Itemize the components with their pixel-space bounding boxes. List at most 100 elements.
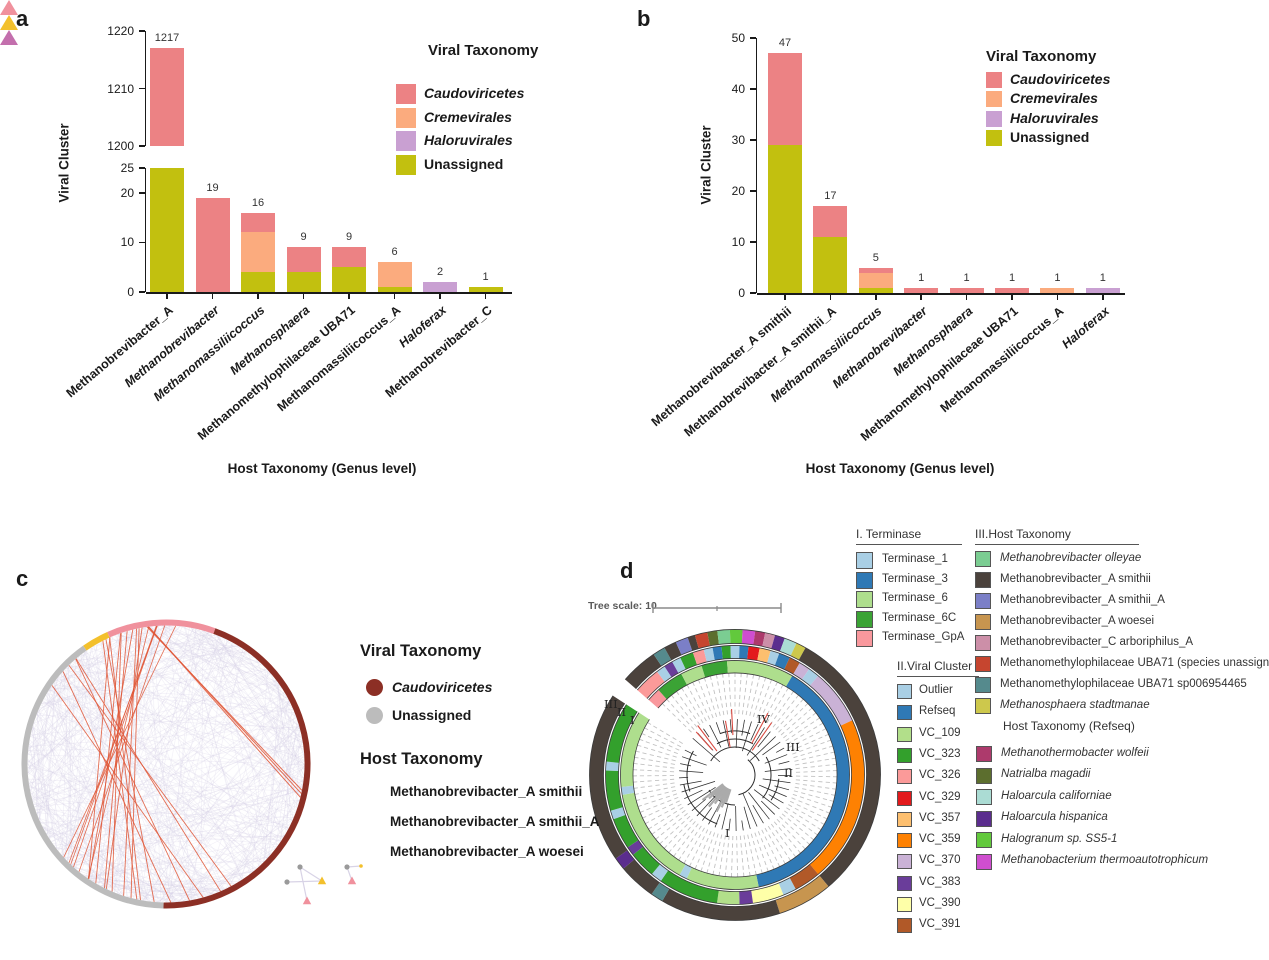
viral-cluster-ring-segment <box>610 807 626 820</box>
chart-b-bar-value: 1 <box>1054 271 1061 284</box>
clade-label: III <box>786 740 800 754</box>
host-taxonomy-ring-segment <box>753 630 766 647</box>
alignment-stub <box>719 787 729 801</box>
chart-b-bar-segment <box>813 206 848 237</box>
host-taxonomy-ring-segment <box>779 638 797 656</box>
chart-a-legend-label: Unassigned <box>424 155 504 172</box>
legend-viral_cluster-swatch <box>897 854 912 870</box>
legend-host_refseq-swatch <box>976 810 992 827</box>
terminase-ring-segment <box>701 660 728 678</box>
chart-a-bar-segment <box>241 272 275 292</box>
chart-b-legend-label: Haloruvirales <box>1010 109 1099 126</box>
terminase-ring-segment <box>681 665 706 685</box>
unassigned-node <box>344 864 350 870</box>
chart-a-x-tick <box>484 293 487 299</box>
chart-a-x-tick <box>439 293 441 299</box>
network-host-legend-title: Host Taxonomy <box>360 750 483 768</box>
viral-cluster-ring-segment <box>801 668 819 686</box>
legend-terminase-swatch <box>856 552 873 569</box>
network-viral-legend-swatch <box>366 707 383 724</box>
chart-b-y-tick-label: 10 <box>731 235 745 249</box>
alignment-stub <box>701 783 724 801</box>
legend-host-swatch <box>975 656 991 672</box>
network-host-legend-swatch <box>0 30 18 45</box>
terminase-ring-segment <box>621 785 635 795</box>
host-taxonomy-ring-segment <box>651 882 670 902</box>
network-rim-segment <box>163 628 311 909</box>
viral-cluster-ring-segment <box>793 662 810 680</box>
chart-a-legend-swatch <box>396 131 416 151</box>
network-viral-legend-title: Viral Taxonomy <box>360 642 482 660</box>
chart-a-bar-segment <box>241 212 275 233</box>
viral-cluster-ring-segment <box>692 649 707 665</box>
network-rim-segment <box>107 619 216 638</box>
legend-terminase-label: Terminase_3 <box>882 572 948 585</box>
terminase-ring-segment <box>622 792 686 876</box>
legend-host_refseq-title: Host Taxonomy (Refseq) <box>1003 719 1135 733</box>
alignment-stub <box>708 784 725 800</box>
highlighted-branch <box>697 725 718 752</box>
chart-b-bar-segment <box>995 287 1029 293</box>
terminase-ring-segment <box>658 673 688 700</box>
chart-a-legend-title: Viral Taxonomy <box>428 42 539 59</box>
host-node <box>359 864 363 868</box>
chart-a-x-tick <box>302 293 305 299</box>
legend-viral_cluster-label: VC_370 <box>919 854 961 867</box>
chart-b-legend-swatch <box>986 110 1002 127</box>
panel-b-label: b <box>637 6 651 31</box>
legend-host-swatch <box>975 677 991 693</box>
legend-host-label: Methanomethylophilaceae UBA71 (species u… <box>1000 656 1269 669</box>
tree-scale-label: Tree scale: 10 <box>588 600 657 612</box>
legend-host_refseq-label: Methanobacterium thermoautotrophicum <box>1001 854 1209 866</box>
chart-b-bar-value: 17 <box>824 190 837 203</box>
chart-a-legend-swatch <box>396 107 416 128</box>
legend-viral_cluster-title: II.Viral Cluster <box>897 659 979 677</box>
terminase-ring-segment <box>686 867 759 890</box>
host-taxonomy-ring-segment <box>664 642 682 660</box>
chart-a-bar-segment <box>150 168 184 292</box>
chart-b-legend-swatch <box>986 72 1002 88</box>
chart-b-legend-swatch <box>986 129 1002 146</box>
chart-b-bar-value: 1 <box>1099 271 1106 284</box>
legend-host-label: Methanomethylophilaceae UBA71 sp00695446… <box>1000 677 1247 690</box>
highlighted-branch <box>751 722 773 751</box>
host-taxonomy-ring-segment <box>790 643 806 660</box>
chart-b-x-axis-title: Host Taxonomy (Genus level) <box>805 461 995 476</box>
chart-a-legend-label: Cremevirales <box>424 108 512 125</box>
viral-cluster-ring-segment <box>774 653 790 670</box>
unassigned-node <box>284 879 290 885</box>
viral-cluster-ring-segment <box>721 645 731 660</box>
legend-viral_cluster-label: VC_323 <box>919 747 961 760</box>
legend-viral_cluster-label: VC_390 <box>919 897 961 909</box>
legend-host-label: Methanobrevibacter olleyae <box>1000 551 1142 564</box>
viral-cluster-ring-segment <box>627 840 644 855</box>
chart-a-x-axis <box>146 292 512 294</box>
chart-b-legend-swatch <box>986 91 1002 108</box>
viral-cluster-ring-segment <box>632 846 661 875</box>
host-taxonomy-ring-segment <box>717 629 731 645</box>
satellite-network <box>284 864 363 905</box>
legend-viral_cluster-label: VC_326 <box>919 769 961 782</box>
legend-viral_cluster-swatch <box>897 875 912 891</box>
chart-a-x-tick <box>211 293 214 299</box>
terminase-ring-segment <box>679 864 692 879</box>
chart-b-x-axis <box>757 293 1125 295</box>
host-taxonomy-ring-segment <box>729 629 743 644</box>
viral-cluster-ring-segment <box>751 883 784 904</box>
legend-terminase-swatch <box>856 610 873 628</box>
network-host-legend-label: Methanobrevibacter_A woesei <box>390 844 584 859</box>
network-viral-legend-swatch <box>366 679 383 696</box>
chart-b-bar-segment <box>768 145 802 293</box>
legend-viral_cluster-label: VC_383 <box>919 875 961 888</box>
legend-viral_cluster-swatch <box>897 726 912 742</box>
legend-host-swatch <box>975 698 991 714</box>
legend-host_refseq-swatch <box>976 853 992 870</box>
chart-b-y-tick-label: 40 <box>731 82 745 96</box>
viral-cluster-ring-segment <box>657 666 672 682</box>
chart-b-y-tick <box>750 190 756 192</box>
legend-host-title: III.Host Taxonomy <box>975 527 1139 545</box>
chart-a-bar-value: 16 <box>251 196 265 209</box>
viral-cluster-ring-segment <box>651 864 669 882</box>
chart-b-x-tick <box>1011 294 1013 300</box>
chart-b-category-text: Haloferax <box>1059 304 1112 352</box>
